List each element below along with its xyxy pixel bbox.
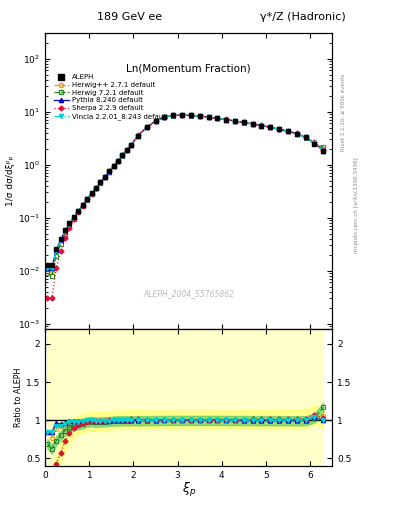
Legend: ALEPH, Herwig++ 2.7.1 default, Herwig 7.2.1 default, Pythia 8.240 default, Sherp: ALEPH, Herwig++ 2.7.1 default, Herwig 7.… — [51, 72, 170, 122]
Text: γ*/Z (Hadronic): γ*/Z (Hadronic) — [260, 12, 345, 22]
Text: 189 GeV ee: 189 GeV ee — [97, 12, 162, 22]
Y-axis label: 1/σ dσ/dξᵖₚ: 1/σ dσ/dξᵖₚ — [6, 156, 15, 206]
X-axis label: $\xi_p$: $\xi_p$ — [182, 481, 196, 499]
Y-axis label: Ratio to ALEPH: Ratio to ALEPH — [14, 368, 23, 427]
Text: ALEPH_2004_S5765862: ALEPH_2004_S5765862 — [143, 289, 234, 298]
Text: Rivet 3.1.10; ≥ 500k events: Rivet 3.1.10; ≥ 500k events — [341, 74, 346, 151]
Text: mcplots.cern.ch [arXiv:1306.3436]: mcplots.cern.ch [arXiv:1306.3436] — [354, 157, 359, 252]
Text: Ln(Momentum Fraction): Ln(Momentum Fraction) — [126, 63, 251, 74]
